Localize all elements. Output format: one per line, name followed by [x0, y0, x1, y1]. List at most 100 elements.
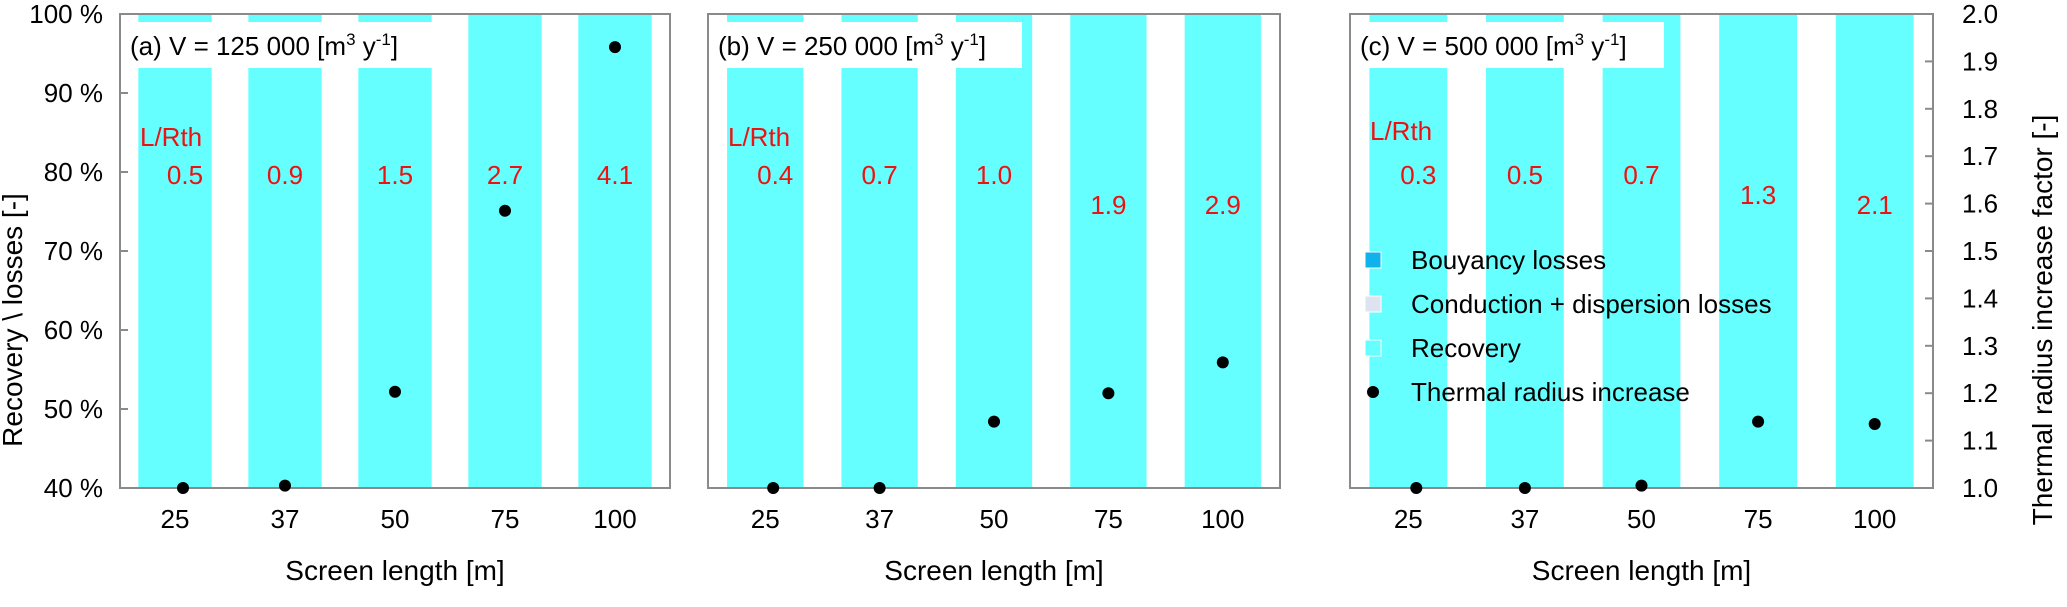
panel-title-part: (a) V = 125 000 [m	[130, 31, 346, 61]
thermal-radius-marker	[1102, 387, 1115, 400]
panel-title-part: 3	[1575, 30, 1584, 49]
legend: Bouyancy losses Conduction + dispersion l…	[1364, 245, 1772, 407]
legend-swatch-conduction	[1364, 295, 1382, 313]
right-axis: 1.0 1.1 1.2 1.3 1.4 1.5 1.6 1.7 1.8 1.9 2.0	[1925, 0, 1998, 503]
ratio-value-label: 0.5	[167, 160, 203, 190]
x-tick-label: 25	[1394, 504, 1423, 534]
x-tick-label: 75	[1744, 504, 1773, 534]
ratio-value-label: 0.5	[1507, 160, 1543, 190]
thermal-radius-marker	[1410, 482, 1423, 494]
bar-recovery	[246, 13, 324, 489]
x-tick-label: 75	[1094, 504, 1123, 534]
panel-a: (a) V = 125 000 [m3 y-1] L/Rth 0.5 0.9 1.5 2.…	[119, 13, 671, 586]
plot-frame	[707, 13, 1281, 489]
thermal-radius-marker	[499, 204, 511, 217]
y-tick-label: 90 %	[44, 78, 103, 108]
left-axis: 40 % 50 % 60 % 70 % 80 % 90 % 100 %	[29, 0, 128, 503]
panel-title-background	[712, 22, 1022, 68]
thermal-radius-marker	[279, 479, 291, 492]
x-tick-label: 75	[491, 504, 520, 534]
ratio-value-label: 1.0	[976, 160, 1012, 190]
panel-title: (a) V = 125 000 [m3 y-1]	[130, 30, 398, 61]
panel-title-part: 3	[346, 30, 355, 49]
ratio-value-label: 1.9	[1090, 190, 1126, 220]
bar-recovery	[466, 13, 544, 489]
panel-title: (b) V = 250 000 [m3 y-1]	[718, 30, 986, 61]
ratio-value-label: 0.7	[1623, 160, 1659, 190]
y2-tick-label: 1.2	[1962, 378, 1998, 408]
x-axis-title: Screen length [m]	[285, 555, 504, 586]
y2-tick-label: 1.1	[1962, 426, 1998, 456]
x-tick-label: 37	[865, 504, 894, 534]
ratio-value-label: 1.5	[377, 160, 413, 190]
thermal-radius-marker	[389, 385, 401, 398]
y2-tick-label: 1.3	[1962, 331, 1998, 361]
thermal-radius-marker	[1216, 356, 1229, 369]
ratio-value-label: 1.3	[1740, 180, 1776, 210]
bar-recovery	[576, 13, 654, 489]
y2-tick-label: 1.9	[1962, 46, 1998, 76]
y-tick-label: 80 %	[44, 157, 103, 187]
panel-title-background	[124, 22, 434, 68]
thermal-radius-marker	[1868, 418, 1881, 431]
bar-recovery	[1601, 13, 1682, 489]
y2-tick-label: 1.0	[1962, 473, 1998, 503]
bar-recovery	[725, 13, 805, 489]
legend-label: Thermal radius increase	[1411, 377, 1690, 407]
ratio-value-label: 4.1	[597, 160, 633, 190]
panel-title-part: y	[356, 31, 376, 61]
legend-label: Recovery	[1411, 333, 1521, 363]
y-tick-label: 70 %	[44, 236, 103, 266]
panel-title-part: -1	[376, 30, 391, 49]
thermal-radius-marker	[988, 415, 1000, 428]
x-tick-label: 37	[271, 504, 300, 534]
bar-recovery	[1068, 13, 1149, 489]
ratio-header-label: L/Rth	[728, 122, 790, 152]
panel-title: (c) V = 500 000 [m3 y-1]	[1360, 30, 1627, 61]
panel-title-part: ]	[391, 31, 398, 61]
x-tick-label: 25	[751, 504, 780, 534]
panel-b: (b) V = 250 000 [m3 y-1] L/Rth 0.4 0.7 1.0 1.…	[707, 13, 1281, 586]
panel-title-part: -1	[964, 30, 979, 49]
ratio-header-label: L/Rth	[1370, 116, 1432, 146]
x-tick-label: 100	[1201, 504, 1244, 534]
x-tick-label: 50	[980, 504, 1009, 534]
panel-title-part: -1	[1604, 30, 1619, 49]
legend-label: Bouyancy losses	[1411, 245, 1606, 275]
thermal-radius-marker	[1752, 415, 1765, 428]
y2-tick-label: 1.8	[1962, 94, 1998, 124]
ratio-value-label: 2.1	[1857, 190, 1893, 220]
bar-recovery	[1183, 13, 1263, 489]
y-tick-label: 40 %	[44, 473, 103, 503]
panel-c: (c) V = 500 000 [m3 y-1] L/Rth 0.3 0.5 0.7 1.…	[1349, 13, 1934, 586]
thermal-radius-marker	[873, 482, 886, 494]
panel-title-part: y	[1584, 31, 1604, 61]
thermal-radius-marker	[767, 482, 780, 494]
thermal-radius-marker	[609, 41, 621, 54]
y-tick-label: 100 %	[29, 0, 103, 29]
ratio-value-label: 0.9	[267, 160, 303, 190]
panel-title-part: ]	[979, 31, 986, 61]
panel-title-part: (c) V = 500 000 [m	[1360, 31, 1575, 61]
ratio-value-label: 2.7	[487, 160, 523, 190]
thermal-radius-marker	[1518, 482, 1531, 494]
y-tick-label: 60 %	[44, 315, 103, 345]
y2-tick-label: 1.7	[1962, 141, 1998, 171]
y2-tick-label: 1.6	[1962, 189, 1998, 219]
bar-recovery	[136, 13, 214, 489]
legend-swatch-marker	[1367, 386, 1379, 398]
panel-title-part: 3	[934, 30, 943, 49]
bar-recovery	[1834, 13, 1916, 489]
y2-axis-title: Thermal radius increase factor [-]	[2027, 115, 2058, 526]
y2-tick-label: 2.0	[1962, 0, 1998, 29]
bar-recovery	[1367, 13, 1449, 489]
x-tick-label: 50	[381, 504, 410, 534]
legend-label: Conduction + dispersion losses	[1411, 289, 1772, 319]
bar-recovery	[1484, 13, 1566, 489]
ratio-value-label: 0.7	[862, 160, 898, 190]
panel-title-part: ]	[1619, 31, 1626, 61]
panel-title-part: (b) V = 250 000 [m	[718, 31, 934, 61]
panel-title-background	[1354, 22, 1664, 68]
bar-recovery	[954, 13, 1034, 489]
